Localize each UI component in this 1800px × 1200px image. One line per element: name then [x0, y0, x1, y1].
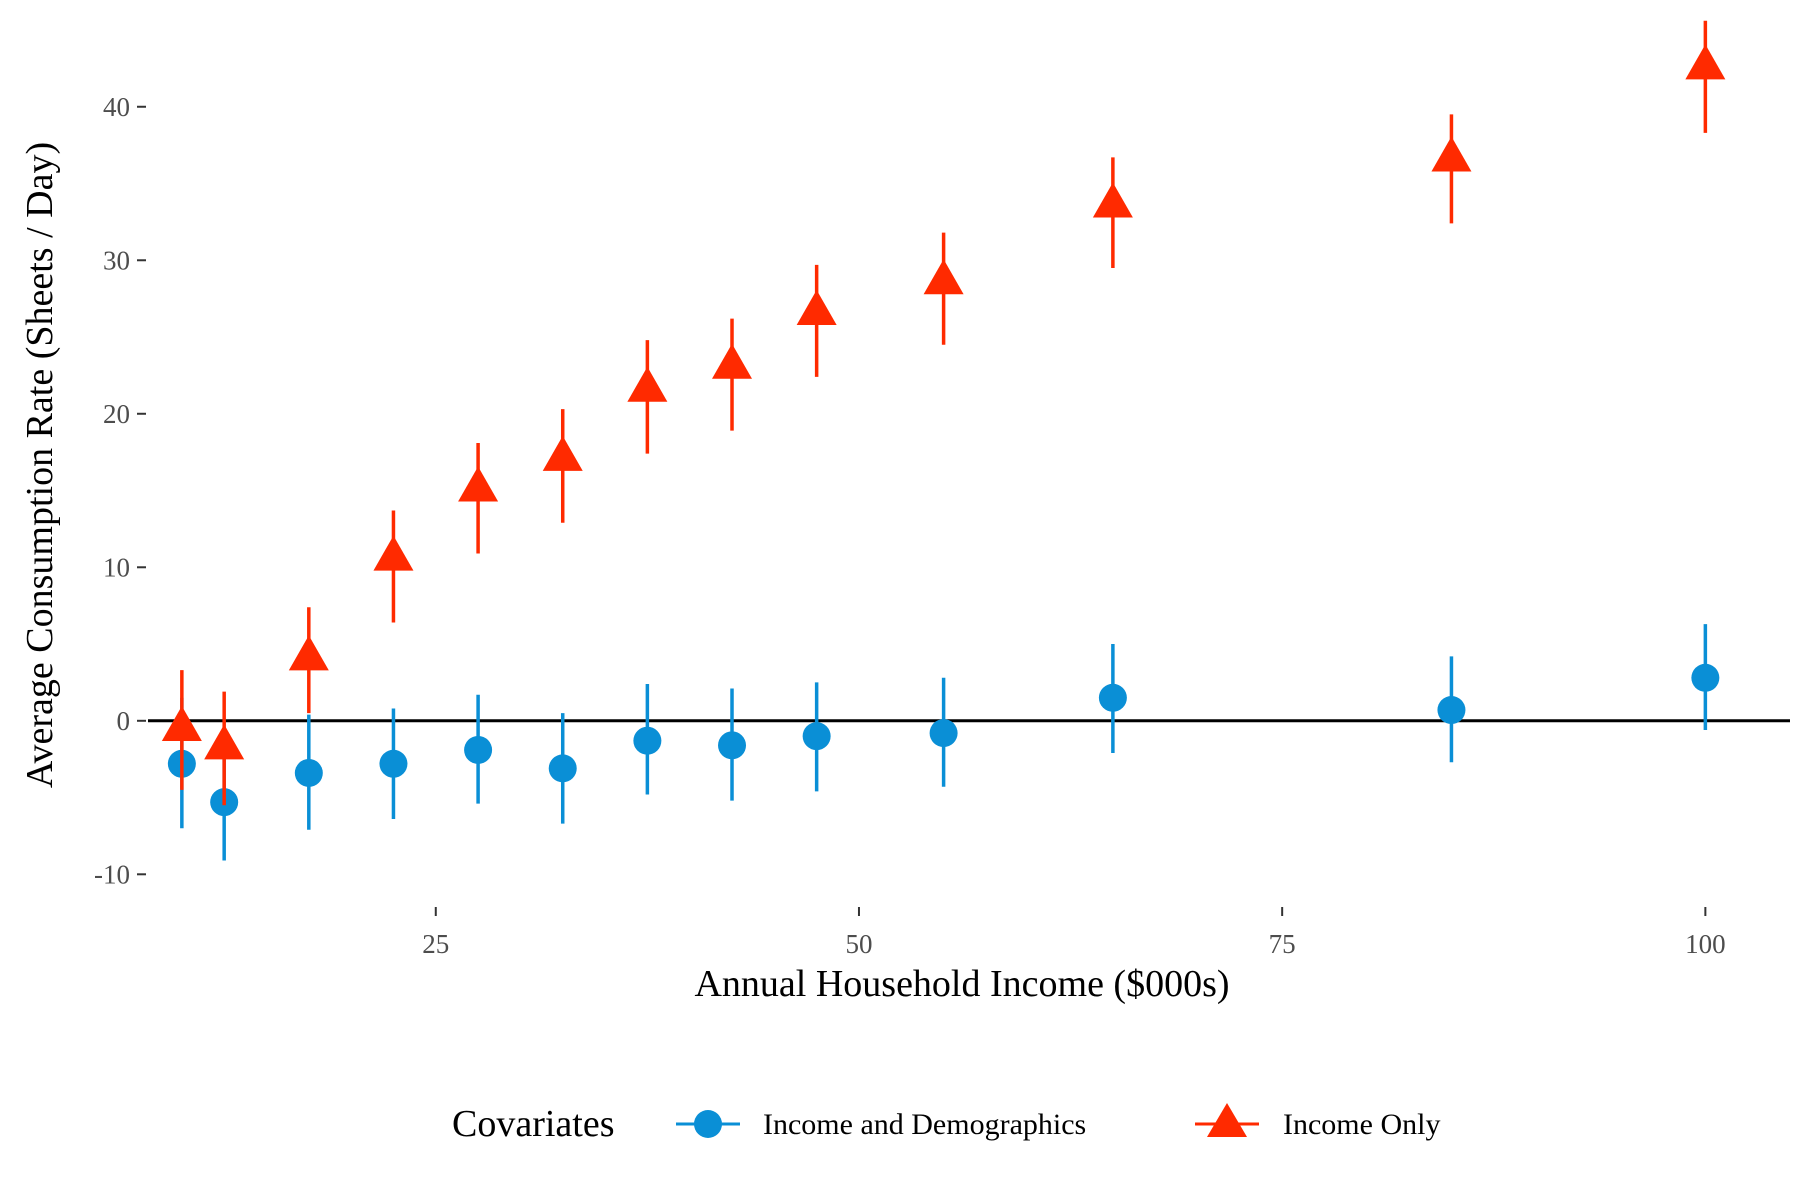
data-point-triangle — [796, 289, 837, 325]
data-point-circle — [1098, 683, 1127, 712]
data-point-triangle — [542, 435, 583, 471]
data-point-triangle — [204, 724, 245, 760]
legend-item-income-and-demographics: Income and Demographics — [676, 1108, 1086, 1141]
x-tick-label: 50 — [845, 929, 872, 959]
data-point-triangle — [288, 635, 329, 671]
data-point-circle — [718, 731, 747, 760]
data-point-triangle — [1431, 136, 1472, 172]
legend-label: Income and Demographics — [763, 1108, 1086, 1141]
x-tick-label: 25 — [422, 929, 449, 959]
data-point-triangle — [712, 343, 753, 379]
legend-triangle-marker — [1207, 1103, 1247, 1137]
data-point-triangle — [1092, 182, 1133, 218]
data-point-circle — [379, 749, 408, 778]
data-point-circle — [1691, 663, 1720, 692]
data-point-triangle — [1685, 44, 1726, 80]
y-tick-label: 10 — [103, 552, 130, 582]
series-layer — [161, 20, 1726, 861]
y-axis-title: Average Consumption Rate (Sheets / Day) — [19, 142, 61, 788]
legend-label: Income Only — [1283, 1108, 1440, 1141]
data-point-circle — [464, 735, 493, 764]
x-axis: 25 50 75 100 — [422, 907, 1726, 959]
x-tick-label: 75 — [1269, 929, 1296, 959]
data-point-triangle — [373, 535, 414, 571]
legend-item-income-only: Income Only — [1195, 1103, 1440, 1141]
data-point-circle — [929, 719, 958, 748]
data-point-circle — [802, 722, 831, 751]
series-income-only — [161, 20, 1726, 806]
data-point-circle — [548, 754, 577, 783]
legend-title: Covariates — [452, 1103, 615, 1145]
x-tick-label: 100 — [1685, 929, 1726, 959]
x-axis-title: Annual Household Income ($000s) — [694, 963, 1229, 1005]
series-income-and-demographics — [167, 624, 1720, 861]
data-point-triangle — [161, 706, 202, 741]
y-tick-label: 0 — [117, 706, 131, 736]
data-point-circle — [1437, 696, 1466, 725]
data-point-circle — [633, 726, 662, 755]
legend-circle-marker — [694, 1110, 722, 1138]
data-point-triangle — [458, 466, 499, 502]
y-tick-label: -10 — [94, 859, 130, 889]
y-tick-label: 20 — [103, 399, 130, 429]
data-point-triangle — [923, 259, 964, 295]
y-tick-label: 40 — [103, 92, 130, 122]
plot-area: -10 0 10 20 30 40 25 50 75 100 — [94, 20, 1790, 959]
y-tick-label: 30 — [103, 245, 130, 275]
data-point-triangle — [627, 366, 668, 402]
y-axis: -10 0 10 20 30 40 — [94, 92, 146, 889]
data-point-circle — [294, 758, 323, 787]
legend: Covariates Income and Demographics Incom… — [452, 1103, 1440, 1145]
